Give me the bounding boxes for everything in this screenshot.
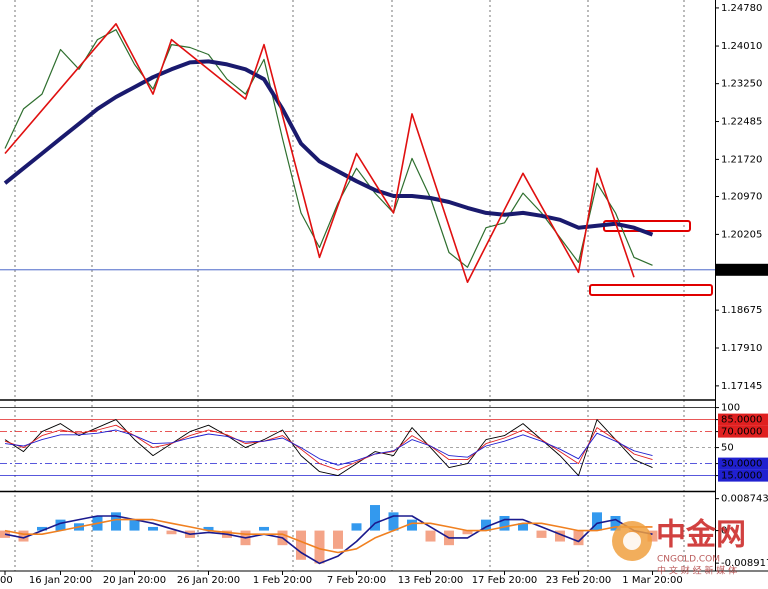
y-tick-label: 1.23250 (721, 79, 762, 90)
histogram-bar (111, 512, 121, 531)
series-line (4, 515, 653, 565)
y-tick-label: 50 (721, 443, 734, 454)
x-tick-label: 20 Jan 20:00 (103, 575, 166, 586)
histogram-bar (203, 526, 214, 531)
histogram-bar (37, 526, 47, 531)
x-tick-label: 1 Feb 20:00 (253, 575, 312, 586)
histogram-bar (18, 530, 29, 542)
y-tick-label: 1.24780 (721, 3, 762, 14)
y-tick-label: 1.18675 (721, 305, 762, 316)
last-price-box (716, 263, 768, 276)
y-tick-label: 30.0000 (721, 459, 762, 470)
watermark-site: CNGOLD.COM (657, 555, 720, 565)
histogram-bar (388, 512, 399, 531)
y-tick-label: 0 (721, 526, 727, 537)
x-tick-label: 7 Feb 20:00 (327, 575, 386, 586)
y-tick-label-box (718, 425, 768, 438)
y-tick-label: 70.0000 (721, 427, 762, 438)
y-tick-label: 1.24010 (721, 41, 762, 52)
x-tick-label: 23 Feb 20:00 (546, 575, 612, 586)
histogram-bar (351, 523, 362, 531)
series-line (3, 59, 654, 237)
histogram-bar (296, 530, 306, 560)
x-tick-label: 16 Jan 20:00 (29, 575, 92, 586)
histogram-bar (370, 505, 380, 531)
histogram-bar (148, 526, 158, 531)
histogram-bar (647, 530, 658, 542)
y-tick-label: 1.20205 (721, 229, 762, 240)
highlight-box (589, 284, 713, 296)
watermark: 中金网 CNGOLD.COM 中 文 财 经 新 媒 体 (612, 518, 746, 577)
histogram-bar (333, 530, 343, 549)
y-tick-label: 1.17145 (721, 381, 762, 392)
histogram-bar (592, 512, 602, 531)
histogram-bar (499, 515, 510, 531)
y-tick-label: 1.17910 (721, 343, 762, 354)
watermark-logo (623, 532, 641, 550)
y-tick-label-box (718, 457, 768, 470)
histogram-bar (166, 530, 177, 535)
histogram-bar (314, 530, 325, 564)
histogram-bar (481, 519, 491, 531)
watermark-title: 中金网 (656, 518, 746, 553)
histogram-bar (407, 519, 417, 531)
histogram-bar (610, 515, 621, 531)
histogram-bar (129, 519, 140, 531)
y-tick-label: 0.0087434 (721, 494, 768, 505)
y-tick-label: 100 (721, 403, 740, 414)
y-tick-label: 1.22485 (721, 117, 762, 128)
x-tick-label: 00 (0, 575, 13, 586)
series-line (4, 424, 653, 471)
histogram-bar (425, 530, 436, 542)
series-line (4, 518, 653, 554)
y-tick-label: -0.0089178 (721, 558, 768, 569)
y-tick-label-box (718, 469, 768, 482)
histogram-bar (518, 523, 528, 531)
histogram-bar (462, 530, 473, 535)
watermark-slogan: 中 文 财 经 新 媒 体 (657, 565, 737, 577)
series-line (4, 23, 635, 283)
y-tick-label: 85.0000 (721, 415, 762, 426)
x-tick-label: 17 Feb 20:00 (472, 575, 538, 586)
last-price-label: 1.19490 (721, 265, 762, 276)
x-tick-label: 1 Mar 20:00 (622, 575, 682, 586)
y-tick-label: 1.20970 (721, 192, 762, 203)
series-line (4, 429, 653, 466)
histogram-bar (555, 530, 565, 542)
x-tick-label: 13 Feb 20:00 (398, 575, 464, 586)
y-tick-label-box (718, 413, 768, 426)
y-tick-label: 15.0000 (721, 471, 762, 482)
histogram-bar (259, 526, 269, 531)
histogram-bar (55, 519, 66, 531)
y-tick-label: 1.21720 (721, 154, 762, 165)
histogram-bar (536, 530, 547, 538)
histogram-bar (573, 530, 584, 546)
x-tick-label: 26 Jan 20:00 (177, 575, 240, 586)
